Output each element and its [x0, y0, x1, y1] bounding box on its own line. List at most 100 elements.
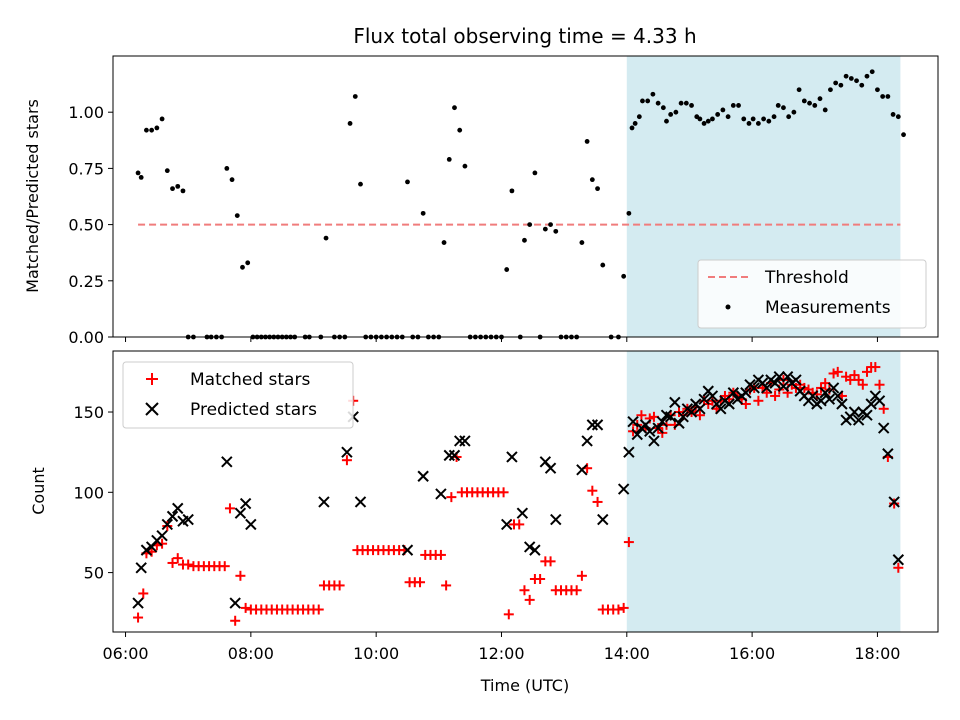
x-tick-label: 16:00	[729, 644, 775, 663]
measurement-point	[801, 98, 807, 104]
x-tick-label: 12:00	[478, 644, 524, 663]
measurement-point	[621, 273, 627, 279]
predicted-star-point	[648, 435, 660, 447]
measurement-point	[701, 121, 707, 126]
measurement-point	[170, 186, 175, 192]
predicted-marker-b	[506, 451, 518, 463]
measurement-point	[347, 121, 353, 126]
predicted-marker-b	[644, 425, 656, 437]
predicted-star-point	[664, 411, 677, 423]
matched-star-point	[138, 588, 149, 599]
matched-star-point	[230, 615, 241, 626]
matched-star-point	[341, 455, 352, 466]
top-chart-title: Flux total observing time = 4.33 h	[353, 24, 696, 48]
predicted-star-point	[639, 419, 652, 431]
predicted-marker-b	[234, 507, 247, 519]
measurement-point	[848, 76, 854, 81]
predicted-marker-b	[748, 382, 760, 394]
predicted-star-point	[740, 387, 752, 399]
predicted-star-point	[581, 435, 593, 447]
measurement-point	[901, 132, 906, 138]
predicted-marker-b	[836, 398, 848, 410]
measurement-point	[509, 188, 515, 194]
measurement-point	[828, 87, 833, 93]
top-y-tick-label: 0.00	[68, 328, 104, 347]
predicted-marker-b	[715, 403, 727, 415]
predicted-marker-b	[586, 419, 599, 431]
matched-star-point	[503, 609, 514, 620]
measurement-point	[405, 179, 410, 185]
measurement-point	[542, 226, 548, 232]
predicted-marker-b	[182, 513, 194, 526]
matched-star-point	[133, 612, 144, 623]
predicted-marker-b	[135, 562, 147, 574]
measurement-point	[854, 78, 859, 84]
predicted-star-point	[694, 403, 706, 415]
measurement-point	[750, 116, 756, 122]
top-y-tick-label: 1.00	[68, 103, 104, 122]
predicted-star-point	[673, 417, 685, 429]
measurement-point	[180, 188, 186, 194]
predicted-marker-b	[623, 446, 635, 458]
matched-star-point	[870, 362, 881, 373]
measurement-point	[553, 228, 559, 234]
measurement-point	[164, 168, 170, 174]
predicted-star-point	[882, 448, 894, 460]
measurement-point	[589, 177, 595, 183]
predicted-star-point	[873, 395, 886, 407]
predicted-star-point	[156, 529, 168, 542]
measurement-point	[240, 264, 245, 270]
legend-measurements-swatch	[725, 304, 731, 310]
predicted-star-point	[727, 387, 740, 399]
predicted-star-point	[443, 449, 455, 462]
measurement-point	[655, 100, 661, 106]
matched-star-point	[694, 410, 705, 421]
measurement-point	[766, 118, 772, 124]
predicted-marker-b	[591, 419, 604, 431]
predicted-star-point	[506, 451, 518, 463]
measurement-point	[775, 103, 781, 108]
bottom-x-axis-ticks: 06:00 08:00 10:00 12:00 14:00 16:00 18:00	[102, 632, 900, 663]
measurement-point	[875, 87, 880, 93]
measurement-point	[697, 116, 703, 122]
matched-star-point	[524, 594, 535, 605]
predicted-marker-b	[172, 502, 184, 515]
matched-star-point	[874, 379, 885, 390]
predicted-star-point	[769, 377, 781, 389]
matched-star-point	[435, 549, 446, 560]
measurement-point	[532, 170, 538, 176]
predicted-marker-b	[740, 387, 752, 399]
measurement-point	[138, 174, 144, 180]
top-x-axis-ticks	[125, 337, 878, 342]
matched-star-point	[441, 580, 452, 591]
predicted-marker-b	[448, 449, 461, 462]
predicted-star-point	[140, 544, 153, 556]
predicted-star-point	[341, 446, 353, 458]
predicted-star-point	[698, 393, 710, 405]
measurement-point	[149, 127, 155, 133]
matched-star-point	[889, 498, 900, 509]
predicted-marker-b	[660, 409, 673, 421]
measurement-point	[725, 114, 731, 120]
matched-stars-points	[133, 362, 904, 626]
top-y-axis-ticks: 0.00 0.25 0.50 0.75 1.00	[68, 103, 113, 347]
matched-star-point	[235, 570, 246, 581]
predicted-star-point	[806, 390, 819, 402]
predicted-marker-b	[140, 544, 153, 556]
x-axis-label: Time (UTC)	[480, 676, 569, 695]
measurement-point	[771, 114, 777, 120]
measurement-point	[791, 109, 797, 115]
x-tick-label: 18:00	[854, 644, 900, 663]
predicted-marker-b	[873, 395, 886, 407]
measurement-point	[668, 112, 674, 117]
predicted-marker-b	[617, 483, 630, 495]
measurement-point	[720, 107, 726, 113]
predicted-marker-b	[354, 496, 367, 508]
predicted-marker-b	[156, 529, 168, 542]
predicted-star-point	[586, 419, 599, 431]
measurement-point	[689, 103, 694, 108]
matched-star-point	[172, 553, 183, 564]
predicted-marker-b	[669, 396, 681, 409]
bottom-y-tick-label: 50	[84, 564, 104, 583]
predicted-star-point	[135, 562, 147, 574]
